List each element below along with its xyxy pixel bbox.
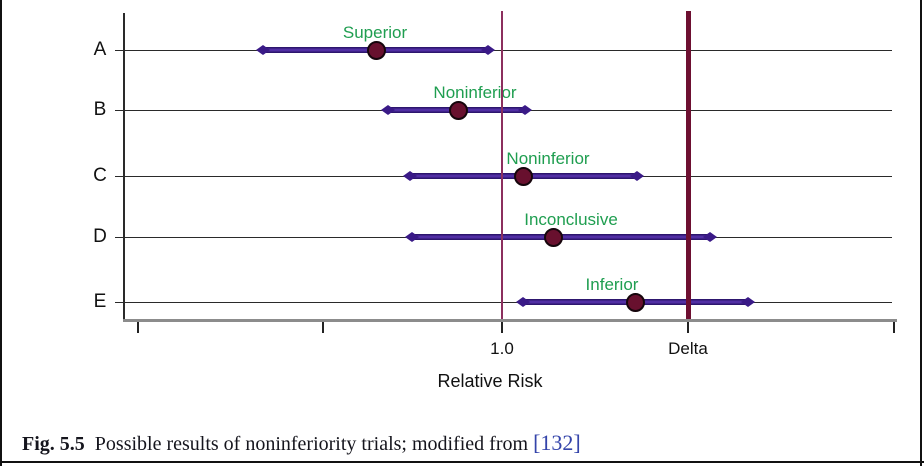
point-estimate [625, 292, 645, 312]
ci-high-diamond [703, 232, 717, 242]
row-category-label: E [93, 291, 107, 312]
point-estimate [513, 166, 533, 186]
x-axis-tick [322, 322, 324, 333]
result-label: Noninferior [433, 83, 517, 102]
caption-citation-link: [132] [533, 430, 581, 455]
page-border-left [0, 0, 2, 466]
x-axis-tick-label: Delta [668, 339, 708, 358]
noninferiority-margin-line [685, 11, 691, 319]
x-axis-tick [893, 322, 895, 333]
row-baseline [115, 49, 892, 51]
ci-high-diamond [481, 45, 495, 55]
x-axis-tick [501, 322, 503, 333]
ci-low-diamond [403, 171, 417, 181]
ci-high-diamond [630, 171, 644, 181]
page-border-right [920, 0, 922, 466]
row-category-label: D [93, 226, 107, 247]
ci-low-diamond [405, 232, 419, 242]
row-baseline [115, 301, 892, 303]
y-axis-line [123, 13, 125, 321]
row-category-label: C [93, 165, 107, 186]
null-effect-line [501, 11, 503, 319]
x-axis-tick [687, 322, 689, 333]
result-label: Superior [342, 23, 408, 42]
point-estimate [448, 100, 468, 120]
ci-low-diamond [256, 45, 270, 55]
point-estimate [543, 227, 563, 247]
caption-text: Possible results of noninferiority trial… [94, 433, 534, 455]
row-category-label: B [93, 99, 107, 120]
x-axis-tick-label: 1.0 [490, 339, 514, 358]
result-label: Inferior [585, 275, 639, 294]
result-label: Inconclusive [524, 210, 618, 229]
x-axis-tick [137, 322, 139, 333]
row-category-label: A [93, 39, 107, 60]
ci-high-diamond [518, 105, 532, 115]
x-axis-title: Relative Risk [437, 371, 543, 391]
caption-figure-number: Fig. 5.5 [22, 433, 85, 455]
ci-high-diamond [741, 297, 755, 307]
page-bottom-rule [0, 461, 924, 463]
result-label: Noninferior [506, 149, 590, 168]
point-estimate [366, 40, 386, 60]
figure-caption: Fig. 5.5 Possible results of noninferiori… [22, 430, 902, 457]
x-axis-line [123, 319, 897, 322]
ci-low-diamond [516, 297, 530, 307]
ci-low-diamond [381, 105, 395, 115]
